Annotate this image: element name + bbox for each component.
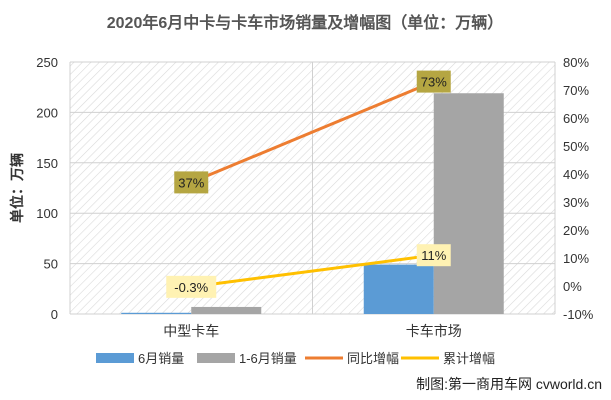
y2-tick-label: -10%	[563, 307, 594, 322]
y-tick-label: 0	[51, 307, 58, 322]
data-label: 11%	[421, 248, 446, 263]
y-tick-label: 200	[36, 105, 58, 120]
legend-label: 累计增幅	[443, 351, 495, 366]
bar	[121, 312, 192, 314]
y2-tick-label: 50%	[563, 139, 589, 154]
y2-tick-label: 60%	[563, 111, 589, 126]
data-label-box	[416, 244, 451, 267]
series-line	[189, 253, 436, 289]
legend-label: 同比增幅	[347, 351, 399, 366]
credit-text: 制图:第一商用车网 cvworld.cn	[416, 376, 602, 392]
legend: 6月销量 1-6月销量 同比增幅 累计增幅	[96, 351, 495, 366]
data-label: 73%	[421, 75, 447, 90]
data-label-box	[174, 171, 209, 194]
axes: 0 50 100 150 200 250 -10% 0% 10% 20% 30% 40% 50% 60% 7…	[36, 55, 593, 339]
x-tick-label: 卡车市场	[406, 323, 462, 339]
data-label-box	[416, 70, 451, 93]
series-line	[189, 80, 436, 184]
legend-swatch	[96, 353, 134, 363]
data-label: -0.3%	[174, 280, 208, 295]
bar	[363, 264, 434, 314]
y2-tick-label: 0%	[563, 279, 582, 294]
y-tick-label: 150	[36, 156, 58, 171]
y-tick-label: 50	[44, 257, 58, 272]
legend-swatch	[197, 353, 235, 363]
y2-tick-label: 80%	[563, 55, 589, 70]
y-axis-label: 单位：万辆	[9, 153, 25, 223]
y2-tick-label: 30%	[563, 195, 589, 210]
legend-label: 6月销量	[138, 351, 184, 366]
bars	[121, 93, 504, 314]
gridlines	[69, 61, 556, 315]
legend-label: 1-6月销量	[239, 351, 297, 366]
y2-tick-label: 40%	[563, 167, 589, 182]
bar	[433, 93, 504, 314]
data-label-box	[166, 275, 217, 298]
bar	[191, 306, 262, 314]
y2-tick-label: 20%	[563, 223, 589, 238]
y-tick-label: 100	[36, 206, 58, 221]
y2-tick-label: 10%	[563, 251, 589, 266]
y-tick-label: 250	[36, 55, 58, 70]
data-labels: 37% 73% -0.3% 11%	[166, 70, 451, 298]
y2-tick-label: 70%	[563, 83, 589, 98]
chart-title: 2020年6月中卡与卡车市场销量及增幅图（单位：万辆）	[107, 13, 504, 32]
data-label: 37%	[178, 175, 204, 190]
series-lines	[189, 80, 436, 289]
x-tick-label: 中型卡车	[163, 323, 219, 339]
